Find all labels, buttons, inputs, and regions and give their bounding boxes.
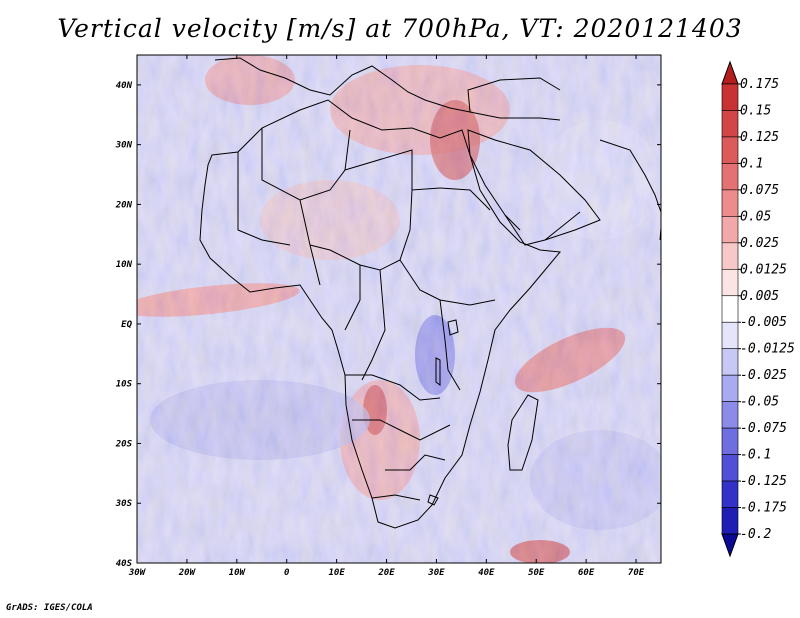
lat-tick-label: 10N [116, 260, 133, 270]
colorbar-label: 0.175 [740, 77, 779, 92]
colorbar-swatch [721, 507, 739, 535]
colorbar-top-arrow [721, 60, 739, 85]
lon-tick-label: 20W [178, 568, 197, 578]
colorbar-label: 0.15 [740, 103, 771, 118]
colorbar-label: 0.005 [740, 289, 779, 304]
colorbar-label: 0.0125 [740, 262, 787, 277]
lat-tick-label: 40S [116, 559, 133, 569]
colorbar-label: 0.1 [740, 156, 763, 171]
coastlines [199, 57, 661, 529]
latitude-axis: 40N 30N 20N 10N EQ 10S 20S 30S 40S [115, 81, 661, 569]
lon-tick-label: 40E [478, 568, 495, 578]
lat-tick-label: 10S [116, 380, 133, 390]
lon-tick-label: 10W [229, 568, 247, 578]
colorbar-label: -0.05 [740, 395, 779, 410]
colorbar-label: 0.025 [740, 236, 779, 251]
colorbar-swatch [721, 374, 739, 402]
lat-tick-label: 30S [115, 499, 133, 509]
lon-tick-label: 0 [284, 568, 290, 578]
colorbar-swatch [721, 348, 739, 376]
plot-frame [136, 54, 662, 564]
lon-tick-label: 70E [628, 568, 645, 578]
colorbar-swatch [721, 268, 739, 297]
lat-tick-label: 20S [115, 439, 133, 449]
colorbar-label: -0.2 [740, 527, 771, 542]
lon-tick-label: 30W [128, 568, 147, 578]
colorbar-swatch [721, 216, 739, 244]
colorbar-label: -0.125 [740, 474, 787, 489]
lon-tick-label: 10E [328, 568, 345, 578]
colorbar-label: -0.1 [740, 448, 771, 463]
lon-tick-label: 30E [427, 568, 445, 578]
colorbar-bottom-arrow [721, 533, 739, 558]
lon-tick-label: 20E [377, 568, 395, 578]
colorbar: 0.175 0.15 0.125 0.1 0.075 0.05 0.025 0.0125 0.0… [721, 60, 795, 558]
colorbar-swatch [721, 242, 739, 270]
longitude-axis: 30W 20W 10W 0 10E 20E 30E 40E 50E 60E 70E [128, 55, 645, 578]
colorbar-label: -0.175 [740, 501, 787, 516]
lon-tick-label: 50E [528, 568, 545, 578]
lon-tick-label: 60E [578, 568, 595, 578]
colorbar-swatch [721, 110, 739, 138]
lat-tick-label: EQ [121, 320, 132, 330]
colorbar-swatch [721, 295, 739, 323]
velocity-field [137, 55, 661, 563]
colorbar-label: 0.075 [740, 183, 779, 198]
colorbar-swatch [721, 321, 739, 350]
colorbar-label: -0.025 [740, 368, 787, 383]
grads-credit: GrADS: IGES/COLA [6, 603, 93, 613]
colorbar-swatch [721, 401, 739, 429]
colorbar-label: -0.005 [740, 315, 787, 330]
lat-tick-label: 40N [116, 81, 133, 91]
colorbar-swatch [721, 480, 739, 508]
colorbar-label: -0.0125 [740, 342, 795, 357]
colorbar-swatch [721, 427, 739, 455]
lat-tick-label: 20N [115, 200, 133, 210]
lat-tick-label: 30N [115, 141, 133, 151]
colorbar-swatch [721, 163, 739, 191]
colorbar-label: 0.125 [740, 130, 779, 145]
map-title: Vertical velocity [m/s] at 700hPa, VT: 2… [57, 14, 743, 43]
colorbar-swatch [721, 83, 739, 111]
colorbar-swatch [721, 454, 739, 482]
colorbar-label: 0.05 [740, 209, 771, 224]
colorbar-swatch [721, 189, 739, 217]
colorbar-swatch [721, 136, 739, 164]
colorbar-label: -0.075 [740, 421, 787, 436]
